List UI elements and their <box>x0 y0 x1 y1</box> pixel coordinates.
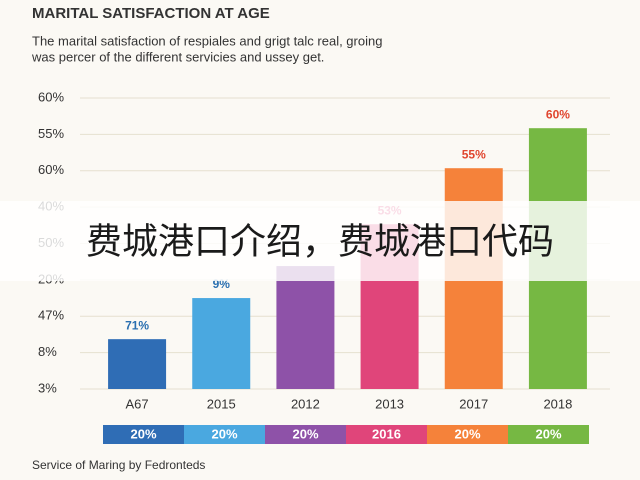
bar <box>276 266 335 389</box>
box-label: 2016 <box>372 426 401 441</box>
x-tick-label: 2013 <box>375 396 404 411</box>
box-label: 20% <box>130 426 156 441</box>
x-tick-label: 2017 <box>459 396 488 411</box>
box-label: 20% <box>292 426 318 441</box>
y-tick-label: 3% <box>38 380 57 395</box>
y-tick-label: 60% <box>38 162 64 177</box>
box-label: 20% <box>454 426 480 441</box>
legend-box <box>346 425 427 444</box>
subtitle: The marital satisfaction of respiales an… <box>32 33 382 48</box>
x-tick-label: 2015 <box>207 396 236 411</box>
x-tick-label: A67 <box>126 396 149 411</box>
legend-box <box>427 425 508 444</box>
legend-box <box>265 425 346 444</box>
subtitle: was percer of the different servicies an… <box>31 49 324 64</box>
x-tick-label: 2018 <box>543 396 572 411</box>
overlay-text: 费城港口介绍，费城港口代码 <box>86 221 554 262</box>
box-label: 20% <box>211 426 237 441</box>
bar <box>108 339 167 389</box>
data-label: 60% <box>546 107 570 121</box>
y-tick-label: 55% <box>38 126 64 141</box>
y-tick-label: 8% <box>38 344 57 359</box>
bar <box>192 298 251 389</box>
overlay-banner <box>0 201 640 281</box>
data-label: 71% <box>125 318 149 332</box>
legend-box <box>103 425 184 444</box>
y-tick-label: 47% <box>38 308 64 323</box>
chart-title: MARITAL SATISFACTION AT AGE <box>32 5 270 22</box>
x-tick-label: 2012 <box>291 396 320 411</box>
y-tick-label: 60% <box>38 89 64 104</box>
box-label: 20% <box>535 426 561 441</box>
footer: Service of Maring by Fedronteds <box>32 458 205 472</box>
data-label: 55% <box>462 147 486 161</box>
legend-box <box>508 425 589 444</box>
legend-box <box>184 425 265 444</box>
